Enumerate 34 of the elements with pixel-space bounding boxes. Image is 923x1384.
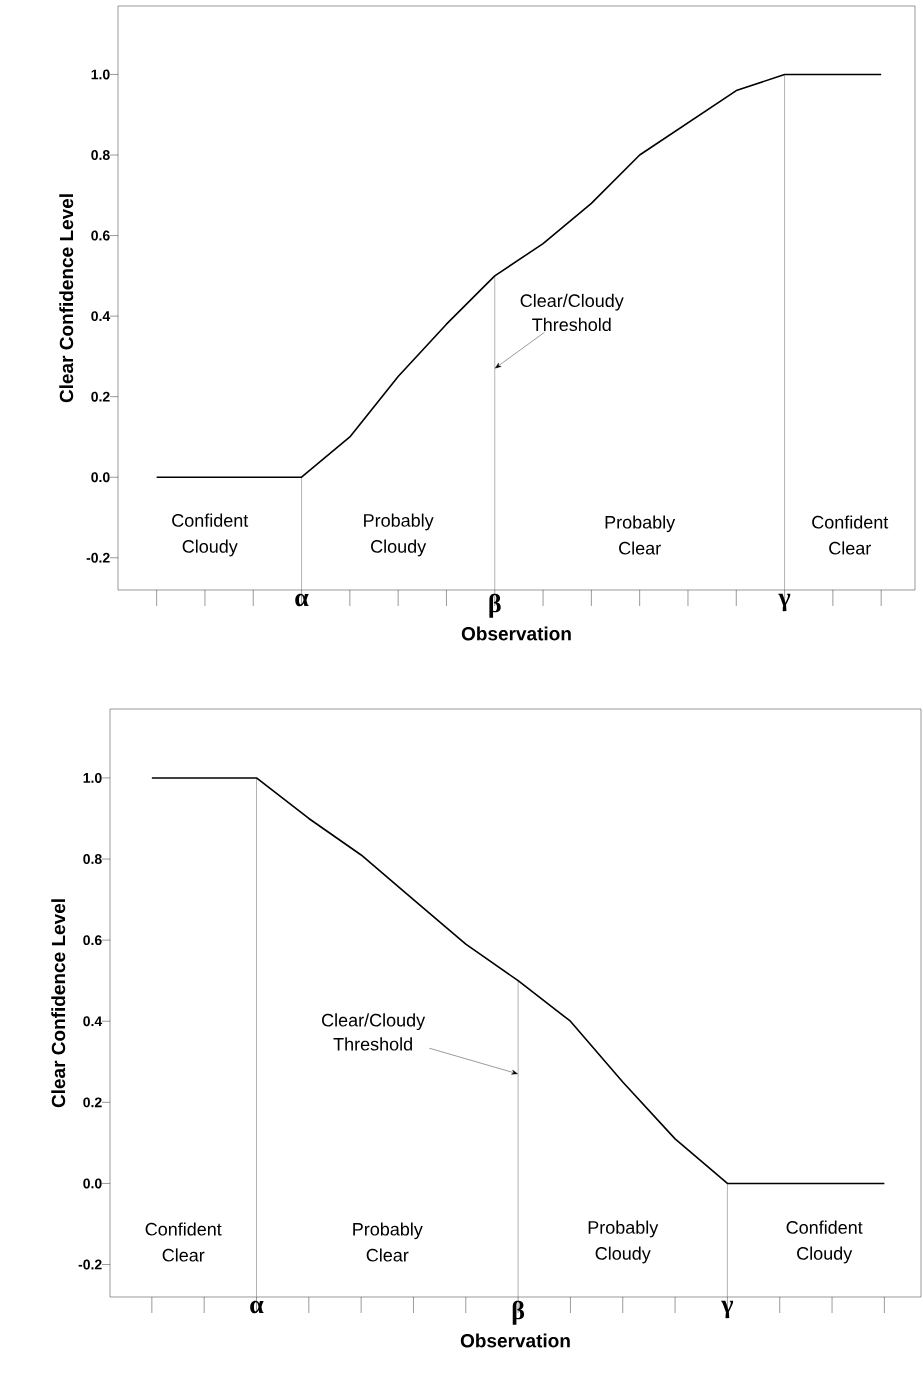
annotation: Clear/Cloudy Threshold (520, 293, 624, 332)
y-tick-label: 0.8 (83, 854, 102, 864)
annotation: Confident Cloudy (172, 513, 249, 557)
y-tick-label: 1.0 (83, 772, 102, 783)
y-tick-label: 0.4 (91, 311, 111, 322)
y-tick-label: 0.6 (83, 935, 102, 946)
annotation: Confident Cloudy (786, 1220, 863, 1264)
y-tick-label: 1.0 (91, 69, 110, 80)
y-tick-label: 0.8 (91, 150, 110, 160)
x-tick-label: α (250, 1300, 264, 1314)
x-tick-label: β (512, 1300, 525, 1325)
y-tick-label: 0.0 (83, 1178, 102, 1189)
annotation: Probably Cloudy (364, 513, 434, 557)
annotation: Clear/Cloudy Threshold (322, 1013, 426, 1051)
y-tick-label: -0.2 (78, 1259, 102, 1270)
x-axis-title: Observation (460, 1333, 570, 1348)
y-axis-title: Clear Confidence Level (51, 899, 66, 1108)
annotation: Probably Cloudy (588, 1220, 659, 1264)
x-tick-label: γ (721, 1300, 734, 1319)
annotation: Confident Clear (812, 515, 889, 555)
x-tick-label: γ (778, 593, 791, 612)
annotation: Confident Clear (145, 1222, 222, 1262)
x-tick-label: α (295, 593, 309, 607)
x-axis-title: Observation (461, 626, 571, 641)
y-tick-label: 0.6 (91, 230, 110, 241)
y-tick-label: -0.2 (86, 552, 110, 563)
annotation: Probably Clear (353, 1222, 423, 1262)
y-tick-label: 0.2 (83, 1097, 102, 1108)
y-tick-label: 0.2 (91, 391, 110, 402)
y-tick-label: 0.4 (83, 1016, 103, 1027)
y-tick-label: 0.0 (91, 472, 110, 483)
annotation: Probably Clear (605, 515, 676, 555)
x-tick-label: β (489, 593, 501, 618)
y-axis-title: Clear Confidence Level (59, 194, 74, 403)
